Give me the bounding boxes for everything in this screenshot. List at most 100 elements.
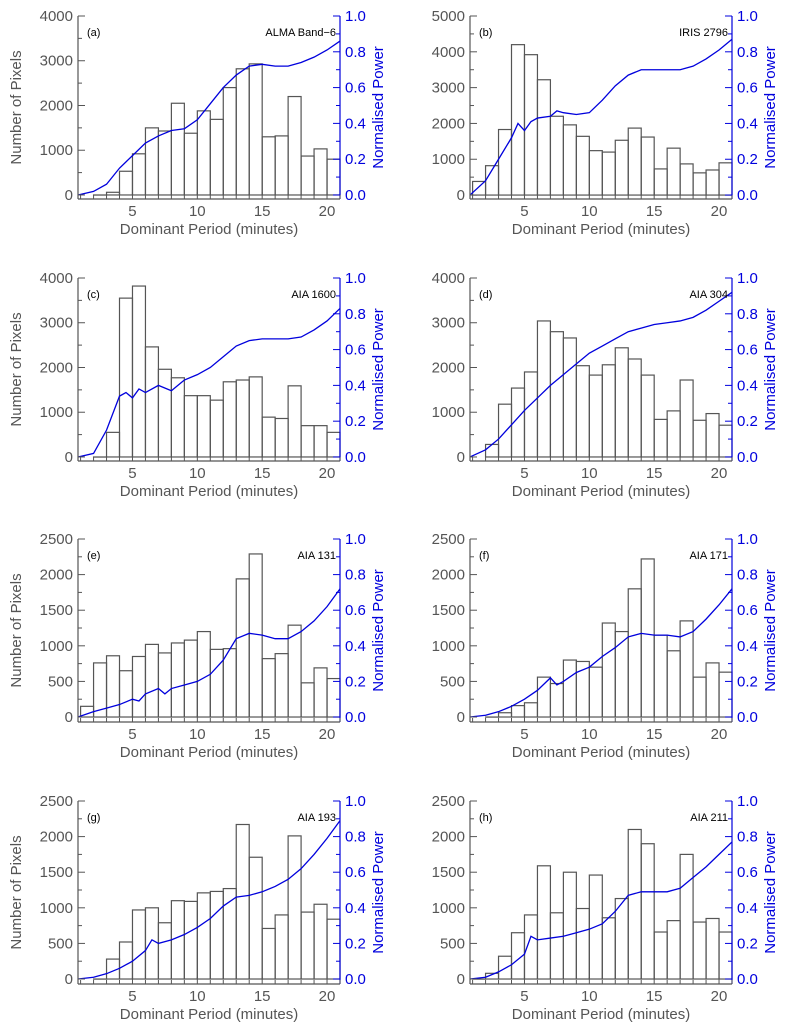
y-tick-label: 1000	[40, 900, 73, 917]
histogram-bar	[718, 162, 733, 196]
panel-title: AIA 1600	[291, 289, 336, 301]
histogram-bar	[105, 191, 121, 196]
chart-panel-e: 5 10 15 20 0 500 1000 1500 2000 2500 0.0 0.2 0.4 0.6 0…	[8, 531, 387, 761]
x-axis-label: Dominant Period (minutes)	[120, 483, 298, 500]
histogram-bar	[287, 385, 302, 458]
histogram-bar	[235, 823, 250, 980]
histogram-bar	[666, 920, 681, 980]
histogram-bar	[588, 666, 603, 718]
histogram-bar	[248, 856, 263, 980]
histogram-bar	[326, 431, 341, 458]
panel-label: (f)	[479, 550, 489, 562]
y2-axis-label: Normalised Power	[762, 569, 779, 692]
y-tick-label: 0	[65, 709, 73, 726]
chart-panel-d: 5 10 15 20 0 1000 2000 3000 4000 0.0 0.2 0.4 0.6 0.8 1…	[432, 270, 779, 500]
y2-tick-label: 0.0	[345, 449, 366, 466]
y2-tick-label: 0.4	[345, 638, 366, 655]
histogram-bar	[144, 907, 160, 980]
histogram-bar	[705, 169, 720, 196]
y2-tick-label: 1.0	[345, 270, 366, 287]
y2-tick-label: 0.0	[345, 709, 366, 726]
histogram-bar	[170, 642, 185, 718]
y2-tick-label: 0.4	[737, 377, 758, 394]
histogram-bar	[549, 912, 564, 980]
y2-tick-label: 1.0	[345, 531, 366, 548]
power-line	[469, 38, 733, 196]
histogram-bar	[705, 662, 720, 718]
histogram-bar	[666, 650, 681, 718]
y2-tick-label: 1.0	[737, 793, 758, 810]
histogram-bar	[131, 909, 147, 980]
histogram-bar	[692, 676, 707, 718]
x-tick-label: 10	[581, 726, 598, 743]
histogram-bar	[222, 86, 237, 196]
y-tick-label: 500	[48, 935, 73, 952]
histogram-bar	[484, 443, 500, 458]
histogram-bar	[209, 890, 224, 980]
y-tick-label: 0	[65, 449, 73, 466]
x-tick-label: 20	[319, 988, 336, 1005]
y-tick-label: 2500	[432, 531, 465, 548]
histogram-bar	[183, 395, 198, 458]
y2-tick-label: 0.8	[737, 829, 758, 846]
histogram-bar	[536, 676, 552, 718]
panel-label: (d)	[479, 289, 492, 301]
x-axis-label: Dominant Period (minutes)	[512, 221, 690, 238]
y-tick-label: 2500	[40, 793, 73, 810]
x-axis-label: Dominant Period (minutes)	[512, 483, 690, 500]
y2-tick-label: 0.6	[345, 864, 366, 881]
y2-axis-label: Normalised Power	[370, 46, 387, 169]
x-tick-label: 20	[319, 465, 336, 482]
histogram-bar	[287, 624, 302, 718]
power-line	[77, 40, 341, 196]
histogram-bar	[313, 425, 328, 458]
histogram-bar	[261, 658, 276, 718]
panel-title: IRIS 2796	[679, 27, 728, 39]
histogram-bar	[118, 670, 134, 718]
histogram-bar	[640, 374, 655, 458]
histogram-bar	[614, 630, 629, 718]
y-tick-label: 4000	[432, 44, 465, 61]
y-tick-label: 5000	[432, 8, 465, 25]
histogram-bar	[705, 412, 720, 458]
y-tick-label: 1000	[432, 638, 465, 655]
x-tick-label: 10	[189, 726, 206, 743]
y-tick-label: 0	[457, 187, 465, 204]
histogram-bar	[118, 170, 134, 196]
y-tick-label: 1000	[432, 404, 465, 421]
histogram-bar	[575, 907, 590, 980]
histogram-bar	[562, 871, 577, 980]
y-tick-label: 3000	[40, 53, 73, 70]
histogram-bar	[627, 588, 642, 718]
power-line	[77, 588, 341, 718]
histogram-bar	[562, 659, 577, 718]
histogram-bar	[718, 931, 733, 980]
histogram-bar	[313, 667, 328, 718]
x-tick-label: 5	[128, 988, 136, 1005]
y-tick-label: 1000	[40, 638, 73, 655]
y-tick-label: 0	[457, 971, 465, 988]
x-axis-label: Dominant Period (minutes)	[120, 221, 298, 238]
y-tick-label: 2000	[40, 97, 73, 114]
x-tick-label: 10	[581, 203, 598, 220]
histogram-bar	[653, 418, 668, 458]
x-tick-label: 5	[128, 465, 136, 482]
histogram-bar	[705, 917, 720, 980]
y2-tick-label: 0.6	[345, 602, 366, 619]
x-tick-label: 20	[711, 988, 728, 1005]
y-tick-label: 2000	[40, 567, 73, 584]
histogram-bar	[287, 95, 302, 196]
histogram-bar	[144, 127, 160, 196]
y-tick-label: 1500	[432, 864, 465, 881]
x-tick-label: 15	[646, 988, 663, 1005]
histogram-bar	[131, 153, 147, 196]
y-tick-label: 2000	[432, 359, 465, 376]
histogram-bar	[209, 399, 224, 458]
histogram-bar	[118, 941, 134, 980]
histogram-bar	[235, 68, 250, 196]
histogram-bar	[157, 130, 172, 196]
histogram-bar	[300, 682, 315, 718]
y-tick-label: 4000	[432, 270, 465, 287]
histogram-bar	[105, 431, 121, 458]
panel-label: (c)	[87, 289, 100, 301]
